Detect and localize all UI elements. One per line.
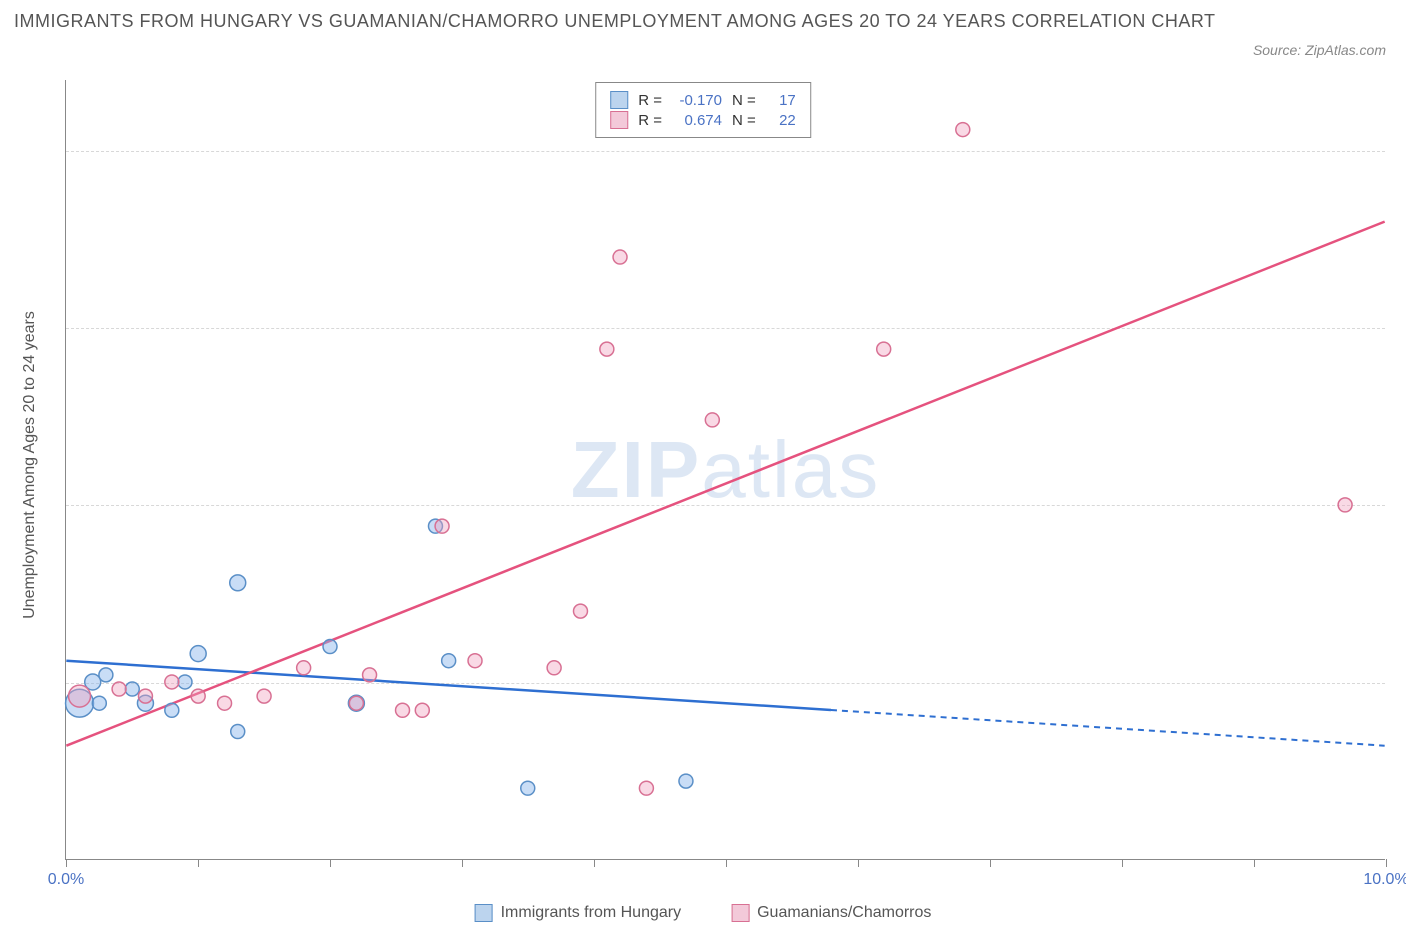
scatter-point [112,682,126,696]
scatter-point [92,696,106,710]
y-tick-label: 12.5% [1395,674,1406,692]
stats-n-value: 22 [766,112,796,129]
legend-label: Immigrants from Hungary [501,904,682,922]
stats-r-value: -0.170 [672,92,722,109]
stats-r-label: R = [638,92,662,109]
scatter-point [639,781,653,795]
stats-swatch [610,111,628,129]
scatter-point [297,661,311,675]
scatter-point [547,661,561,675]
scatter-point [877,342,891,356]
plot-svg [66,80,1385,859]
trend-line-extrap [831,710,1385,746]
x-tick [198,859,199,867]
scatter-point [956,123,970,137]
scatter-point [679,774,693,788]
chart-container: IMMIGRANTS FROM HUNGARY VS GUAMANIAN/CHA… [0,0,1406,930]
chart-title: IMMIGRANTS FROM HUNGARY VS GUAMANIAN/CHA… [14,8,1226,35]
x-tick [66,859,67,867]
x-tick [1386,859,1387,867]
x-tick [858,859,859,867]
scatter-point [165,703,179,717]
y-tick-label: 25.0% [1395,496,1406,514]
scatter-point [323,640,337,654]
x-tick-label: 10.0% [1363,871,1406,889]
scatter-point [442,654,456,668]
stats-r-value: 0.674 [672,112,722,129]
scatter-point [363,668,377,682]
scatter-point [178,675,192,689]
legend-swatch [731,904,749,922]
scatter-point [138,689,152,703]
x-tick [990,859,991,867]
stats-n-label: N = [732,112,756,129]
stats-row: R = 0.674 N = 22 [610,111,796,129]
scatter-point [230,575,246,591]
scatter-point [521,781,535,795]
scatter-point [705,413,719,427]
bottom-legend: Immigrants from Hungary Guamanians/Chamo… [475,904,932,922]
x-tick [1122,859,1123,867]
stats-row: R = -0.170 N = 17 [610,91,796,109]
legend-swatch [475,904,493,922]
x-tick-label: 0.0% [48,871,84,889]
scatter-point [396,703,410,717]
scatter-point [218,696,232,710]
legend-item: Guamanians/Chamorros [731,904,931,922]
y-tick-label: 37.5% [1395,319,1406,337]
scatter-point [165,675,179,689]
stats-n-value: 17 [766,92,796,109]
y-tick-label: 50.0% [1395,142,1406,160]
scatter-point [69,685,91,707]
scatter-point [415,703,429,717]
scatter-point [231,725,245,739]
plot-area: ZIPatlas 12.5%25.0%37.5%50.0%0.0%10.0% [65,80,1385,860]
scatter-point [468,654,482,668]
stats-swatch [610,91,628,109]
scatter-point [613,250,627,264]
scatter-point [125,682,139,696]
stats-box: R = -0.170 N = 17 R = 0.674 N = 22 [595,82,811,138]
scatter-point [435,519,449,533]
trend-line [66,222,1384,746]
scatter-point [1338,498,1352,512]
x-tick [330,859,331,867]
scatter-point [600,342,614,356]
scatter-point [257,689,271,703]
stats-r-label: R = [638,112,662,129]
legend-item: Immigrants from Hungary [475,904,682,922]
scatter-point [573,604,587,618]
x-tick [594,859,595,867]
x-tick [1254,859,1255,867]
scatter-point [349,696,363,710]
legend-label: Guamanians/Chamorros [757,904,931,922]
stats-n-label: N = [732,92,756,109]
source-label: Source: ZipAtlas.com [1253,42,1386,58]
x-tick [726,859,727,867]
y-axis-label: Unemployment Among Ages 20 to 24 years [21,311,39,619]
scatter-point [190,646,206,662]
scatter-point [191,689,205,703]
scatter-point [99,668,113,682]
x-tick [462,859,463,867]
